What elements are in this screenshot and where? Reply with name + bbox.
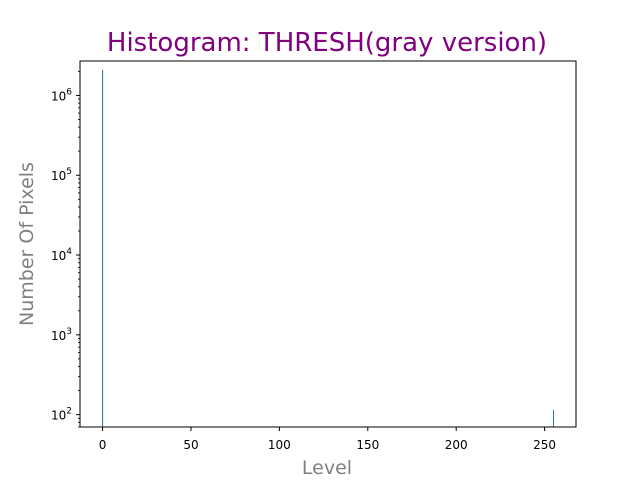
chart-title: Histogram: THRESH(gray version) — [107, 28, 547, 58]
histogram-bar-0 — [102, 69, 104, 427]
plot-frame — [79, 60, 577, 428]
y-tick-label: 105 — [51, 167, 72, 183]
y-tick-label: 106 — [51, 87, 72, 103]
x-tick-label: 100 — [268, 438, 291, 452]
y-tick-label: 103 — [51, 327, 72, 343]
x-tick-label: 150 — [356, 438, 379, 452]
x-axis-label: Level — [302, 457, 352, 479]
histogram-bar-1 — [553, 409, 555, 427]
y-tick-label: 102 — [51, 407, 72, 423]
ticks-layer: 0 50 100 150 200 250 102 103 104 105 106 — [51, 71, 556, 452]
x-tick-label: 200 — [445, 438, 468, 452]
x-tick-label: 250 — [533, 438, 556, 452]
y-tick-label: 104 — [51, 247, 72, 263]
y-axis-label: Number Of Pixels — [16, 162, 38, 326]
x-tick-label: 0 — [99, 438, 107, 452]
x-tick-label: 50 — [183, 438, 198, 452]
bars-layer — [102, 69, 555, 427]
